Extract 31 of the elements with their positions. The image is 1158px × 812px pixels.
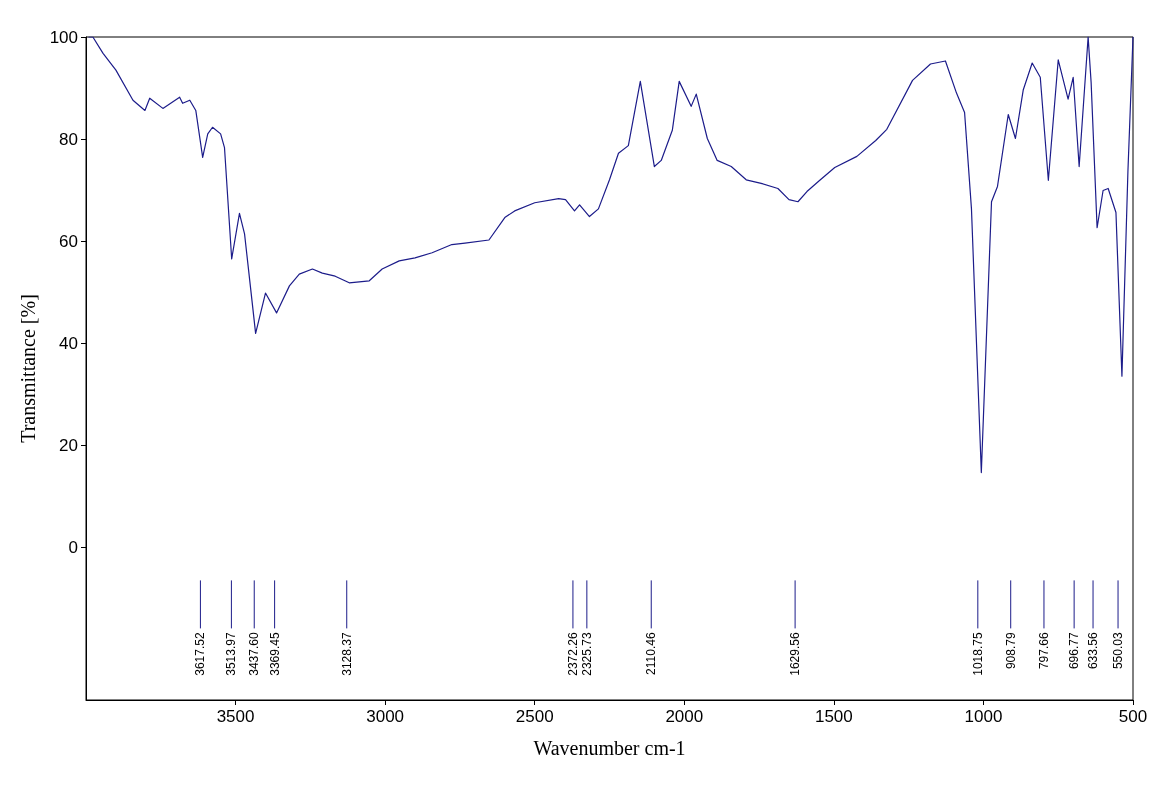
y-tick-label: 100 bbox=[49, 27, 78, 47]
y-axis-title: Transmittance [%] bbox=[17, 294, 39, 443]
ref-line-label: 3513.97 bbox=[224, 632, 239, 676]
x-tick-label: 1500 bbox=[814, 707, 853, 726]
ref-line-label: 633.56 bbox=[1086, 632, 1101, 670]
ref-line-label: 1629.56 bbox=[788, 632, 803, 676]
ref-line-label: 2372.26 bbox=[565, 632, 580, 676]
x-tick-label: 2000 bbox=[665, 707, 704, 726]
ref-line-label: 2325.73 bbox=[579, 632, 594, 676]
ref-line-label: 908.79 bbox=[1003, 632, 1018, 670]
line-series bbox=[88, 36, 1134, 474]
ref-line-label: 2110.46 bbox=[644, 632, 659, 675]
ref-line-label: 696.77 bbox=[1067, 632, 1082, 670]
ref-line-label: 3128.37 bbox=[339, 632, 354, 676]
x-axis-title: Wavenumber cm-1 bbox=[533, 737, 686, 759]
x-tick-label: 500 bbox=[1118, 707, 1148, 726]
x-tick-label: 3500 bbox=[216, 707, 255, 726]
y-tick-label: 20 bbox=[59, 435, 78, 455]
ref-line-label: 797.66 bbox=[1036, 632, 1051, 670]
y-tick-label: 0 bbox=[68, 537, 78, 557]
ref-line-label: 3617.52 bbox=[193, 632, 208, 676]
x-tick-label: 3000 bbox=[366, 707, 405, 726]
ref-line-label: 1018.75 bbox=[970, 632, 985, 676]
ref-line-label: 3437.60 bbox=[247, 632, 262, 676]
y-tick-label: 60 bbox=[59, 231, 78, 251]
y-tick-label: 40 bbox=[59, 333, 78, 353]
ref-line-label: 3369.45 bbox=[267, 632, 282, 676]
x-tick-label: 2500 bbox=[515, 707, 554, 726]
ref-line-label: 550.03 bbox=[1111, 632, 1126, 670]
x-tick-label: 1000 bbox=[964, 707, 1003, 726]
y-tick-label: 80 bbox=[59, 129, 78, 149]
